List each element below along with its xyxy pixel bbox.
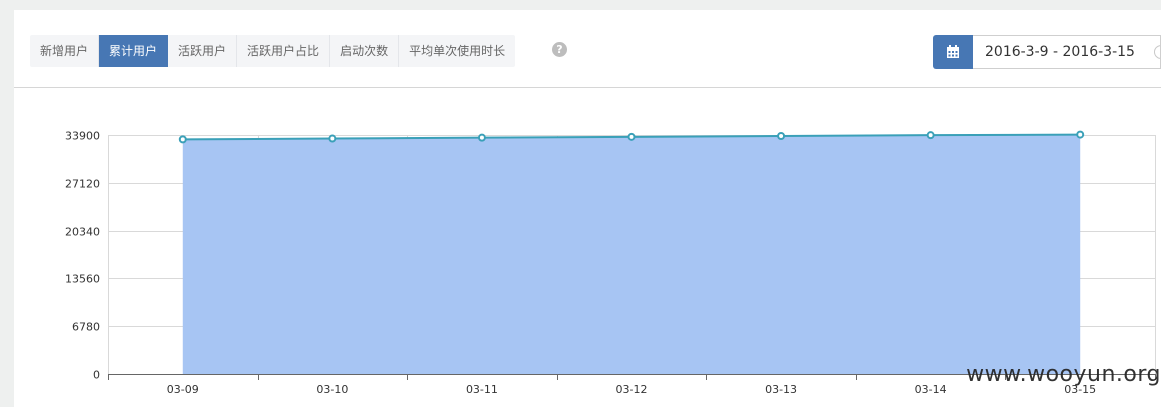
y-tick-label: 13560: [65, 273, 100, 286]
data-point: [777, 131, 786, 140]
calendar-button[interactable]: [933, 35, 973, 69]
x-tick-label: 03-13: [765, 383, 797, 396]
help-icon[interactable]: ?: [552, 42, 567, 57]
data-point: [926, 131, 935, 140]
x-tick-label: 03-12: [616, 383, 648, 396]
x-tick-label: 03-09: [167, 383, 199, 396]
watermark: www.wooyun.org: [966, 362, 1161, 387]
tab-active-user-ratio[interactable]: 活跃用户占比: [237, 35, 331, 67]
data-points: [178, 130, 1085, 144]
x-tick-labels: 03-09 03-10 03-11 03-12 03-13 03-14 03-15: [167, 383, 1096, 396]
y-tick-label: 27120: [65, 178, 100, 191]
x-tick-label: 03-15: [1064, 383, 1096, 396]
y-tick-labels: 0 6780 13560 20340 27120 33900: [65, 130, 100, 382]
tab-avg-session-duration[interactable]: 平均单次使用时长: [409, 44, 506, 58]
axes: [108, 374, 1156, 380]
data-point: [1076, 130, 1085, 139]
date-range-picker[interactable]: 2016-3-9 - 2016-3-15: [933, 35, 1161, 69]
tab-launch-count[interactable]: 启动次数: [330, 35, 400, 67]
data-point: [328, 134, 337, 143]
x-tick-label: 03-11: [466, 383, 498, 396]
y-tick-label: 20340: [65, 226, 100, 239]
tab-active-users[interactable]: 活跃用户: [168, 35, 238, 67]
calendar-icon: [947, 45, 959, 58]
tab-total-users[interactable]: 累计用户: [99, 35, 169, 67]
area-series: [182, 133, 1081, 374]
tab-new-users[interactable]: 新增用户: [30, 35, 100, 67]
y-tick-label: 0: [93, 369, 100, 382]
y-tick-label: 6780: [72, 321, 100, 334]
data-point: [477, 133, 486, 142]
data-point: [178, 135, 187, 144]
data-point: [627, 132, 636, 141]
x-tick-label: 03-14: [915, 383, 947, 396]
x-tick-label: 03-10: [316, 383, 348, 396]
toolbar: 新增用户 累计用户 活跃用户 活跃用户占比 启动次数 平均单次使用时长 ?: [14, 10, 1161, 88]
metric-tabs: 新增用户 累计用户 活跃用户 活跃用户占比 启动次数 平均单次使用时长: [30, 35, 516, 67]
date-range-value: 2016-3-9 - 2016-3-15: [985, 44, 1135, 60]
y-tick-label: 33900: [65, 130, 100, 143]
area-fill: [182, 134, 1081, 374]
